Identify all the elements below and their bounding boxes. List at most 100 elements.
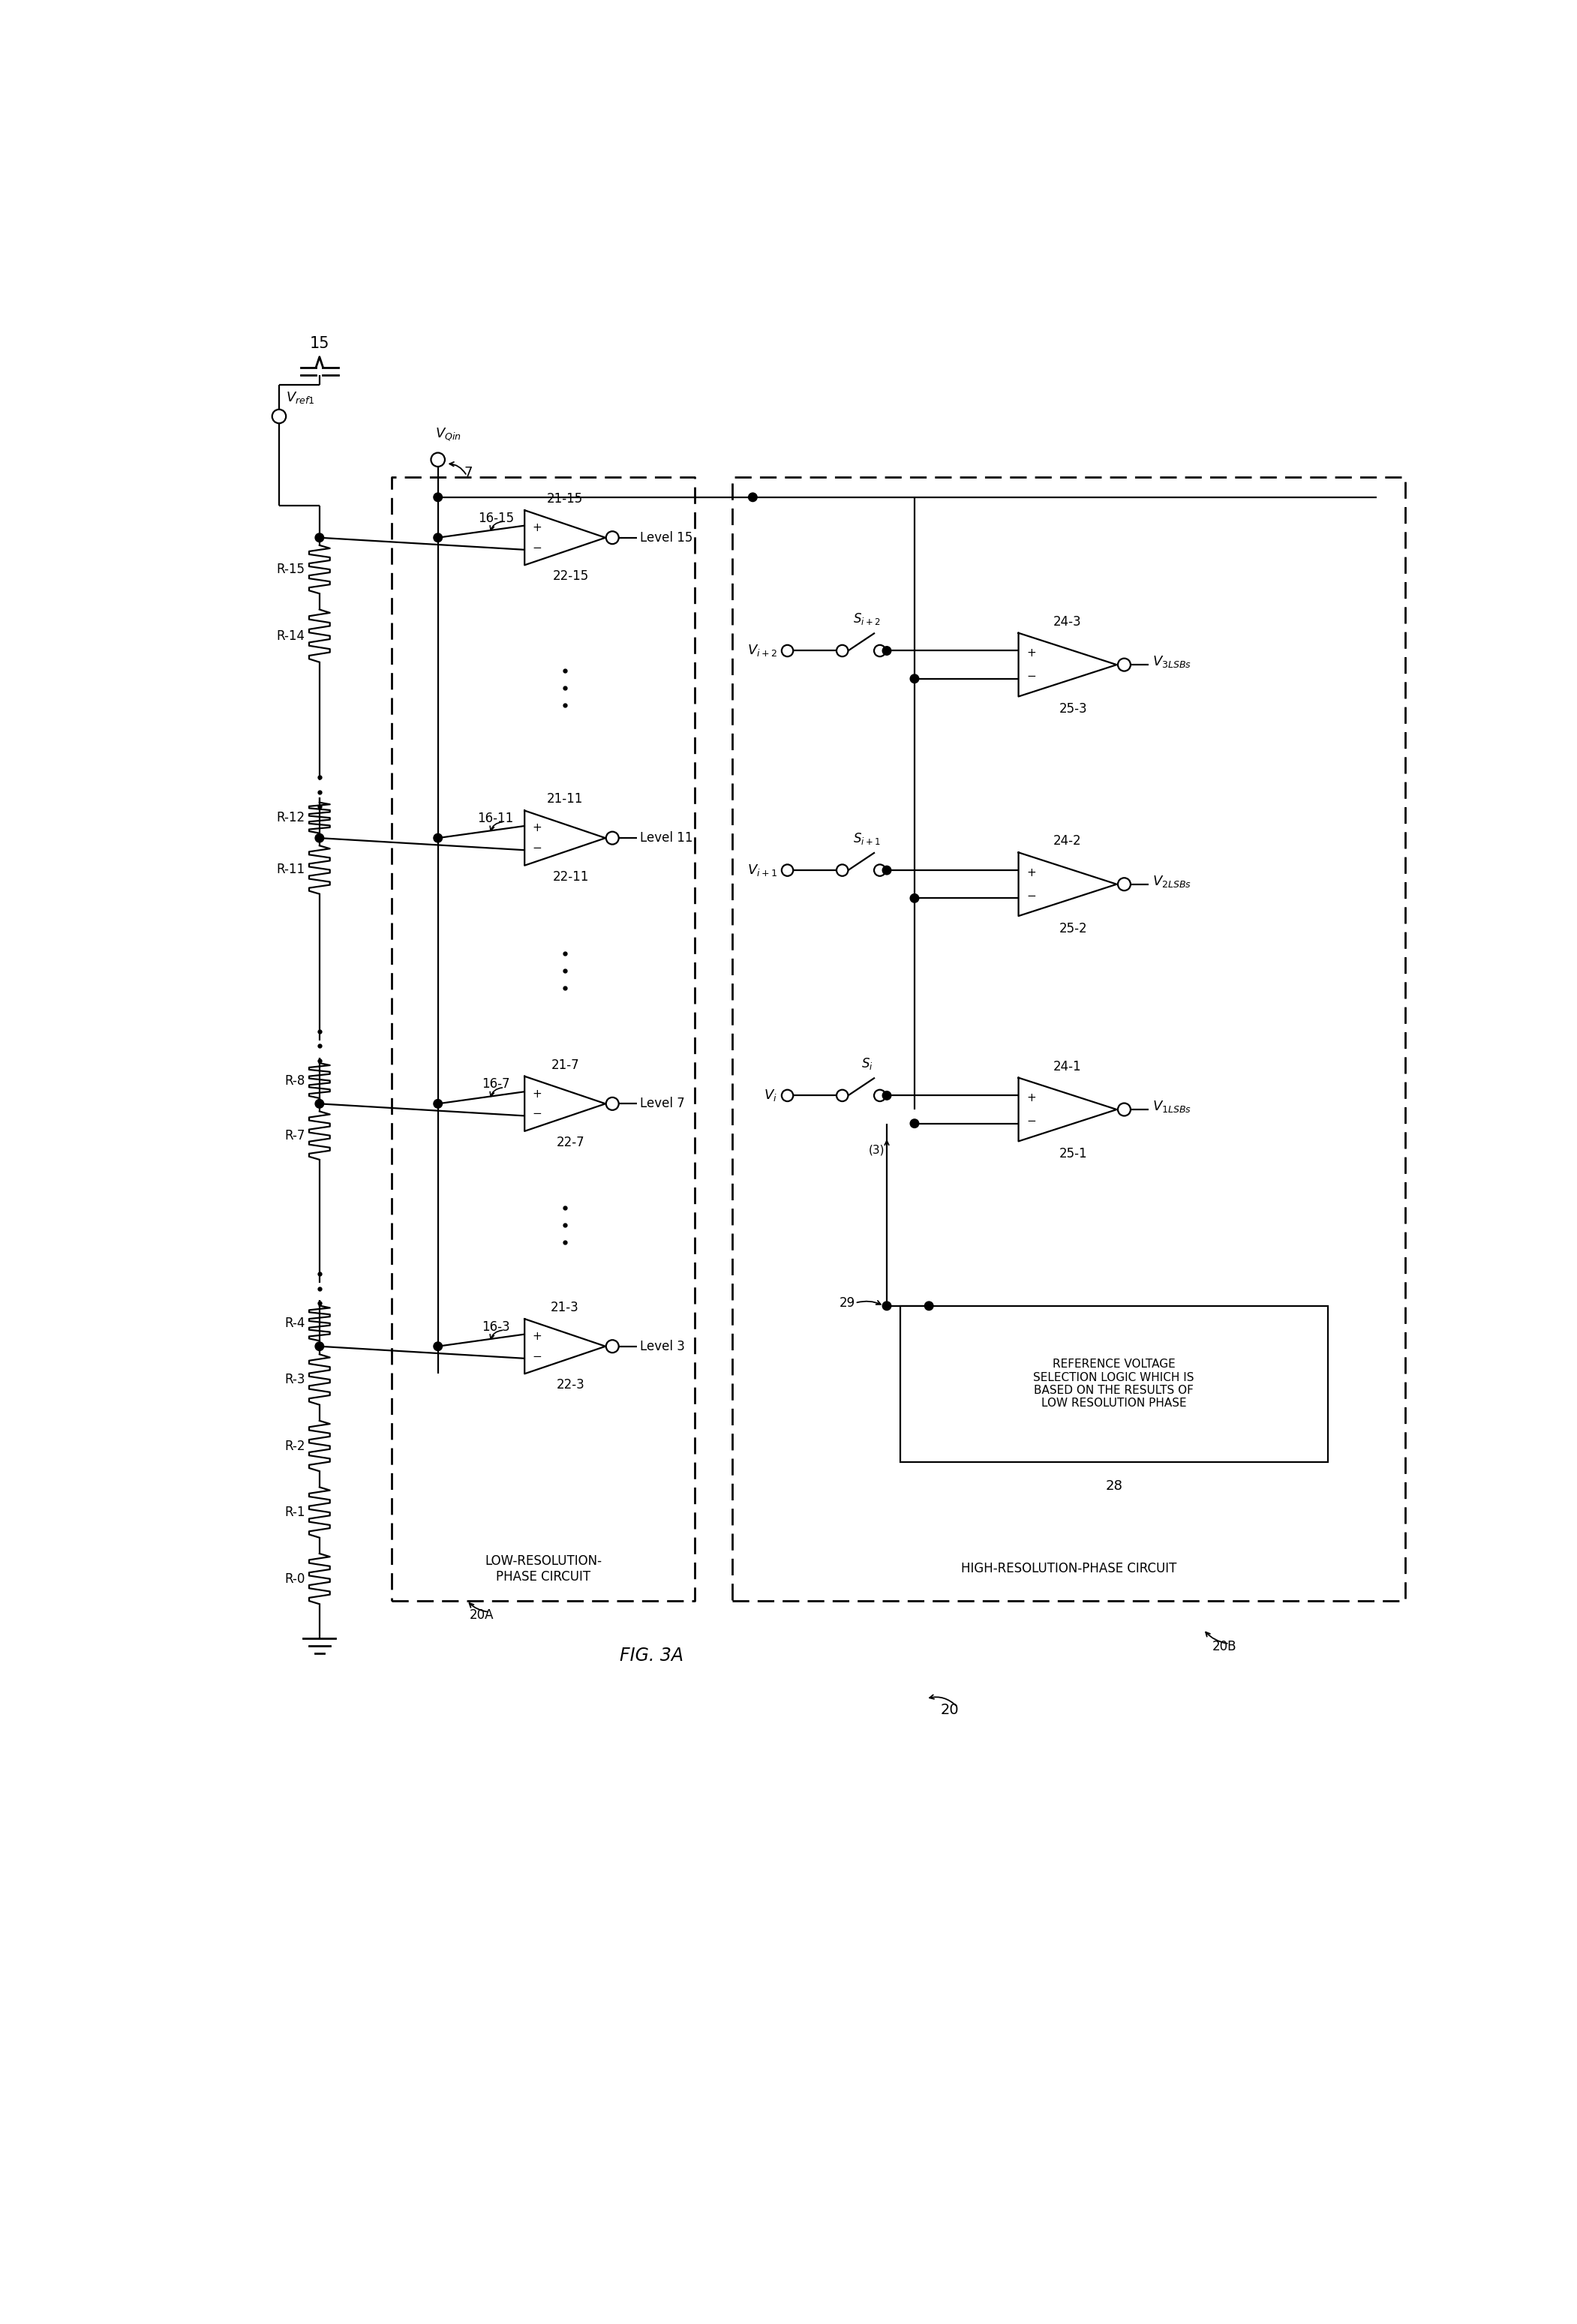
- Text: $V_{ref1}$: $V_{ref1}$: [285, 390, 315, 404]
- Text: 16-7: 16-7: [481, 1078, 509, 1090]
- Circle shape: [315, 1341, 323, 1350]
- Text: Level 15: Level 15: [640, 530, 692, 544]
- Circle shape: [782, 865, 793, 876]
- Circle shape: [434, 532, 442, 541]
- Circle shape: [883, 1301, 891, 1311]
- Text: $V_{3LSBs}$: $V_{3LSBs}$: [1153, 655, 1192, 669]
- Text: −: −: [1027, 890, 1036, 902]
- Circle shape: [606, 1097, 618, 1111]
- Text: 25-1: 25-1: [1060, 1148, 1088, 1160]
- Text: R-0: R-0: [284, 1571, 304, 1585]
- Text: R-11: R-11: [276, 862, 304, 876]
- Text: R-3: R-3: [284, 1373, 304, 1387]
- Circle shape: [836, 865, 848, 876]
- Circle shape: [874, 1090, 886, 1102]
- Circle shape: [606, 1341, 618, 1353]
- Text: Level 7: Level 7: [640, 1097, 684, 1111]
- Circle shape: [315, 1099, 323, 1109]
- Circle shape: [434, 493, 442, 502]
- Text: +: +: [1027, 867, 1036, 878]
- Text: 20: 20: [940, 1703, 959, 1717]
- Text: 24-1: 24-1: [1053, 1060, 1082, 1074]
- Circle shape: [315, 532, 323, 541]
- Text: $S_{i+1}$: $S_{i+1}$: [853, 832, 880, 846]
- Circle shape: [836, 1090, 848, 1102]
- Text: HIGH-RESOLUTION-PHASE CIRCUIT: HIGH-RESOLUTION-PHASE CIRCUIT: [962, 1562, 1176, 1576]
- Text: FIG. 3A: FIG. 3A: [620, 1645, 683, 1664]
- Circle shape: [1118, 1104, 1131, 1116]
- Circle shape: [273, 409, 285, 423]
- Text: R-12: R-12: [276, 811, 304, 825]
- Circle shape: [910, 895, 919, 902]
- Text: 22-3: 22-3: [557, 1378, 585, 1392]
- Circle shape: [874, 646, 886, 658]
- Circle shape: [1118, 658, 1131, 672]
- Circle shape: [910, 1120, 919, 1127]
- Text: R-7: R-7: [284, 1129, 304, 1143]
- Text: +: +: [533, 1088, 542, 1099]
- Circle shape: [883, 1092, 891, 1099]
- Text: 20A: 20A: [470, 1608, 494, 1622]
- Text: 16-15: 16-15: [478, 511, 514, 525]
- Text: −: −: [533, 541, 542, 553]
- Text: −: −: [1027, 1116, 1036, 1127]
- Circle shape: [434, 1341, 442, 1350]
- Text: (3): (3): [869, 1143, 885, 1155]
- Text: $S_{i+2}$: $S_{i+2}$: [853, 611, 880, 627]
- Circle shape: [782, 1090, 793, 1102]
- Text: $V_{i+2}$: $V_{i+2}$: [747, 644, 777, 658]
- Text: $V_{Qin}$: $V_{Qin}$: [435, 425, 460, 442]
- Text: 22-11: 22-11: [552, 869, 588, 883]
- Text: $V_i$: $V_i$: [763, 1088, 777, 1104]
- Text: $V_{2LSBs}$: $V_{2LSBs}$: [1153, 874, 1192, 888]
- Text: +: +: [1027, 648, 1036, 658]
- Circle shape: [910, 674, 919, 683]
- Circle shape: [1118, 878, 1131, 890]
- Text: 29: 29: [839, 1297, 855, 1311]
- Text: R-8: R-8: [284, 1074, 304, 1088]
- Text: −: −: [533, 1109, 542, 1120]
- Text: +: +: [533, 523, 542, 532]
- Circle shape: [606, 832, 618, 844]
- Text: −: −: [1027, 672, 1036, 681]
- Text: +: +: [533, 823, 542, 834]
- Text: 24-2: 24-2: [1053, 834, 1082, 848]
- Circle shape: [924, 1301, 934, 1311]
- Text: 22-7: 22-7: [557, 1136, 585, 1150]
- Circle shape: [782, 646, 793, 658]
- Text: 21-11: 21-11: [547, 792, 583, 806]
- Text: 25-2: 25-2: [1060, 923, 1088, 934]
- Text: 21-7: 21-7: [550, 1057, 579, 1071]
- Text: 25-3: 25-3: [1060, 702, 1088, 716]
- Circle shape: [749, 493, 757, 502]
- Text: 21-15: 21-15: [547, 493, 583, 507]
- Text: Level 11: Level 11: [640, 832, 692, 844]
- Text: −: −: [533, 841, 542, 853]
- FancyBboxPatch shape: [900, 1306, 1328, 1462]
- Text: −: −: [533, 1350, 542, 1362]
- Text: 24-3: 24-3: [1053, 616, 1082, 627]
- Text: 16-11: 16-11: [478, 811, 514, 825]
- Circle shape: [836, 646, 848, 658]
- Text: Level 3: Level 3: [640, 1339, 684, 1353]
- Text: 7: 7: [464, 465, 473, 479]
- Text: $V_{1LSBs}$: $V_{1LSBs}$: [1153, 1099, 1192, 1113]
- Text: $V_{i+1}$: $V_{i+1}$: [747, 862, 777, 878]
- Text: 21-3: 21-3: [550, 1301, 579, 1315]
- Text: R-15: R-15: [276, 562, 304, 576]
- Circle shape: [431, 453, 445, 467]
- Text: +: +: [1027, 1092, 1036, 1104]
- Circle shape: [883, 867, 891, 874]
- Circle shape: [434, 834, 442, 841]
- Circle shape: [434, 1099, 442, 1109]
- Text: LOW-RESOLUTION-
PHASE CIRCUIT: LOW-RESOLUTION- PHASE CIRCUIT: [484, 1555, 602, 1583]
- Text: 22-15: 22-15: [552, 569, 588, 583]
- Circle shape: [315, 834, 323, 841]
- Text: 15: 15: [309, 337, 330, 351]
- Text: 28: 28: [1105, 1478, 1123, 1492]
- Text: R-2: R-2: [284, 1439, 304, 1452]
- Text: $S_i$: $S_i$: [861, 1057, 872, 1071]
- Text: 16-3: 16-3: [481, 1320, 509, 1334]
- Text: R-14: R-14: [276, 630, 304, 644]
- Circle shape: [874, 865, 886, 876]
